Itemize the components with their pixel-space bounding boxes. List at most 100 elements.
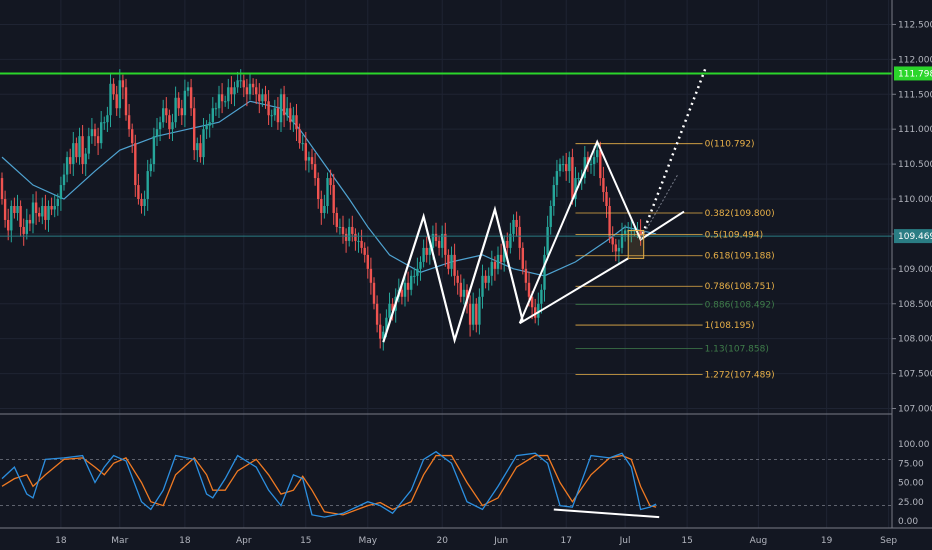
- candle-body: [574, 178, 577, 200]
- fib-label: 0.618(109.188): [705, 252, 775, 262]
- candle-body: [143, 199, 146, 206]
- stoch-tick-label: 50.00: [898, 479, 924, 489]
- candle-body: [468, 303, 472, 325]
- candle-body: [65, 157, 69, 175]
- candle-body: [28, 219, 32, 224]
- candle-body: [258, 94, 261, 102]
- time-tick-label: Mar: [111, 536, 128, 546]
- candle-body: [81, 136, 84, 165]
- candle-body: [282, 94, 286, 116]
- stoch-tick-label: 75.00: [898, 459, 924, 469]
- candle-body: [354, 233, 357, 241]
- candle-body: [189, 87, 193, 109]
- time-tick-label: Jul: [619, 536, 631, 546]
- candle-body: [379, 324, 382, 339]
- zigzag-line: [382, 205, 524, 345]
- candle-body: [227, 87, 230, 102]
- candlesticks: [0, 69, 642, 351]
- candle-body: [134, 143, 137, 186]
- fib-label: 0(110.792): [705, 140, 755, 150]
- stoch-d-line: [1, 454, 657, 516]
- candle-body: [400, 289, 404, 297]
- candle-body: [168, 115, 171, 130]
- candle-body: [617, 247, 621, 252]
- candle-body: [276, 108, 280, 123]
- time-tick-label: 18: [55, 536, 67, 546]
- candle-body: [444, 233, 447, 255]
- stochastic-pane: [0, 450, 892, 519]
- candle-body: [208, 122, 211, 126]
- ma-line: [1, 100, 657, 277]
- candle-body: [16, 206, 19, 213]
- candle-body: [90, 129, 94, 137]
- candle-body: [344, 233, 348, 241]
- candle-body: [509, 233, 512, 248]
- fib-label: 0.886(108.492): [705, 300, 775, 310]
- price-tick-label: 110.000: [898, 195, 932, 205]
- candle-body: [453, 254, 456, 276]
- price-tick-label: 108.500: [898, 300, 932, 310]
- projection-faint-line: [640, 174, 679, 240]
- candle-body: [251, 83, 255, 88]
- candle-body: [422, 247, 425, 262]
- candle-body: [307, 157, 311, 161]
- candle-body: [158, 122, 162, 130]
- candle-body: [19, 206, 22, 227]
- candle-body: [118, 80, 121, 109]
- price-tick-label: 111.000: [898, 125, 932, 135]
- candle-body: [13, 206, 16, 213]
- fib-label: 0.382(109.800): [705, 209, 775, 219]
- candle-body: [205, 125, 208, 130]
- candle-body: [233, 87, 236, 95]
- candle-body: [546, 226, 549, 255]
- candle-body: [186, 87, 190, 91]
- candle-body: [38, 212, 41, 217]
- candle-body: [236, 80, 239, 88]
- fibonacci-retracement[interactable]: 0(110.792) 0.382(109.800) 0.5(109.494) 0.61…: [575, 140, 775, 381]
- candle-body: [177, 97, 180, 109]
- candle-body: [329, 178, 332, 186]
- candle-body: [338, 226, 342, 228]
- candle-body: [530, 296, 534, 308]
- candle-body: [127, 115, 131, 130]
- candle-body: [146, 171, 149, 200]
- horizontal-lines[interactable]: [0, 72, 892, 237]
- candle-body: [180, 108, 183, 116]
- candle-body: [521, 247, 524, 269]
- candle-body: [47, 206, 50, 220]
- candle-body: [385, 317, 388, 332]
- time-tick-label: Aug: [750, 536, 768, 546]
- price-tick-label: 107.500: [898, 370, 932, 380]
- candle-body: [220, 94, 224, 102]
- drawn-pattern-lines[interactable]: [382, 67, 707, 345]
- grid: [0, 0, 932, 528]
- fib-label: 0.786(108.751): [705, 282, 775, 292]
- candle-body: [304, 143, 307, 161]
- divergence-line: [553, 508, 660, 519]
- candle-body: [382, 331, 385, 339]
- candle-body: [366, 254, 369, 269]
- stoch-k-line: [1, 450, 657, 518]
- fib-label: 1(108.195): [705, 321, 755, 331]
- candle-body: [348, 226, 351, 241]
- candle-body: [406, 282, 410, 290]
- candle-body: [87, 136, 90, 154]
- candle-body: [599, 150, 602, 179]
- resistance-price-label: 111.798: [898, 69, 932, 79]
- price-tick-label: 109.000: [898, 265, 932, 275]
- candle-body: [162, 108, 165, 123]
- stoch-tick-label: 0.00: [898, 517, 918, 527]
- candle-body: [357, 240, 360, 242]
- candle-body: [289, 108, 292, 123]
- candle-body: [410, 275, 413, 290]
- candle-body: [623, 230, 627, 234]
- candle-body: [25, 219, 28, 234]
- time-tick-label: 18: [179, 536, 191, 546]
- candle-body: [323, 206, 326, 213]
- candle-body: [459, 282, 462, 297]
- fib-label: 1.13(107.858): [705, 345, 769, 355]
- price-tick-label: 111.500: [898, 90, 932, 100]
- candle-body: [109, 83, 112, 116]
- candle-body: [183, 90, 187, 116]
